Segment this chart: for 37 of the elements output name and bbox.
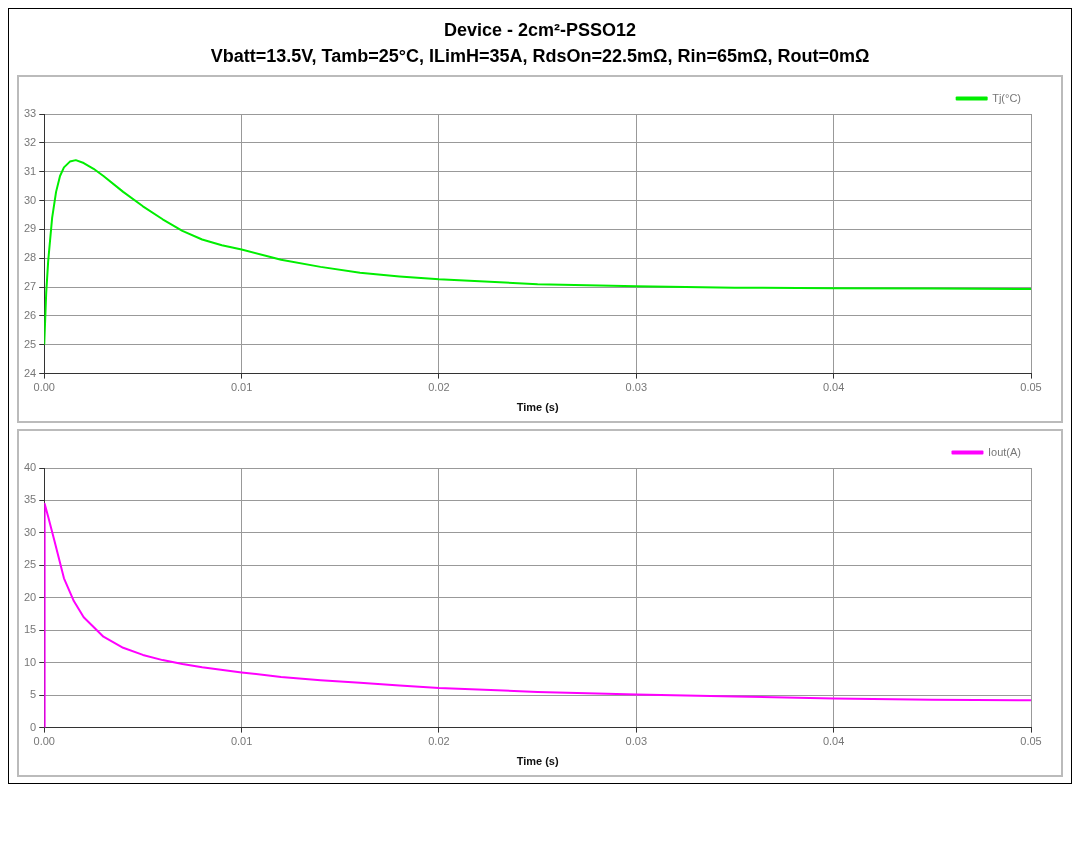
y-tick-label: 35 (23, 493, 37, 506)
y-tick-label: 30 (23, 193, 37, 206)
x-tick-label: 0.02 (428, 381, 450, 394)
x-tick-label: 0.00 (33, 735, 55, 748)
y-tick-label: 28 (23, 251, 37, 264)
y-tick-label: 27 (23, 280, 37, 293)
x-tick-label: 0.00 (33, 381, 55, 394)
y-tick-label: 20 (23, 590, 37, 603)
x-tick-label: 0.03 (625, 381, 648, 394)
y-tick-label: 26 (23, 308, 37, 321)
y-tick-label: 25 (23, 337, 37, 350)
chart-title: Device - 2cm²-PSSO12 (442, 19, 638, 42)
x-tick-label: 0.02 (428, 735, 450, 748)
x-tick-label: 0.05 (1020, 735, 1042, 748)
y-tick-label: 33 (23, 107, 37, 120)
x-tick-label: 0.03 (625, 735, 648, 748)
x-axis-title: Time (s) (516, 401, 559, 414)
x-tick-label: 0.04 (822, 381, 845, 394)
chart-subtitle: Vbatt=13.5V, Tamb=25°C, ILimH=35A, RdsOn=22.5mΩ, Rin=65mΩ, Rout=0mΩ (209, 45, 871, 68)
x-tick-label: 0.04 (822, 735, 845, 748)
legend-label: Iout(A) (987, 445, 1021, 458)
y-tick-label: 25 (23, 558, 37, 571)
y-tick-label: 31 (23, 164, 37, 177)
x-tick-label: 0.05 (1020, 381, 1042, 394)
y-tick-label: 30 (23, 525, 37, 538)
y-tick-label: 10 (23, 655, 37, 668)
y-tick-label: 24 (23, 366, 37, 379)
y-tick-label: 32 (23, 135, 37, 148)
y-tick-label: 5 (30, 688, 37, 701)
x-tick-label: 0.01 (230, 381, 253, 394)
x-axis-title: Time (s) (516, 755, 559, 768)
y-tick-label: 29 (23, 222, 37, 235)
legend-label: Tj(°C) (992, 91, 1022, 104)
x-tick-label: 0.01 (230, 735, 253, 748)
y-tick-label: 0 (30, 720, 37, 733)
y-tick-label: 40 (23, 461, 37, 474)
y-tick-label: 15 (23, 623, 37, 636)
